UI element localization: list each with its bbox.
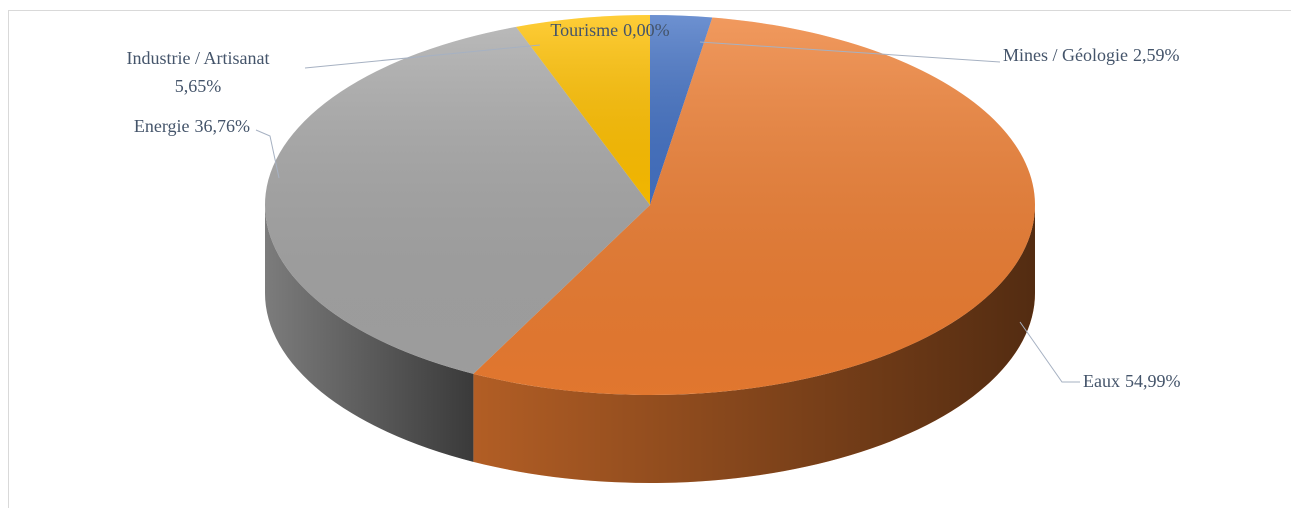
slice-shade: [650, 15, 713, 205]
slice-side-shade: [473, 205, 1035, 484]
leader-line: [1019, 321, 1080, 383]
slice-shade: [516, 15, 650, 205]
label-category: Industrie / Artisanat: [127, 48, 270, 68]
data-label: Energie 36,76%: [134, 116, 250, 136]
label-category: Energie: [134, 116, 190, 136]
data-label: Mines / Géologie 2,59%: [1003, 45, 1179, 65]
label-value: 0,00%: [623, 20, 670, 40]
label-value: 54,99%: [1125, 371, 1181, 391]
data-label: Eaux 54,99%: [1083, 371, 1180, 391]
label-category: Tourisme: [550, 20, 618, 40]
label-category: Eaux: [1083, 371, 1120, 391]
leader-line: [255, 129, 280, 179]
slice-shade: [264, 26, 650, 374]
slice-shade: [473, 17, 1035, 395]
chart-border: [8, 10, 1291, 508]
data-label: Tourisme 0,00%: [550, 20, 669, 40]
leader-line: [699, 41, 1001, 63]
label-value: 5,65%: [175, 76, 222, 96]
label-value: 2,59%: [1133, 45, 1180, 65]
leader-line: [304, 44, 541, 69]
data-label: Industrie / Artisanat 5,65%: [127, 48, 270, 96]
label-category: Mines / Géologie: [1003, 45, 1128, 65]
slice-side-shade: [265, 205, 474, 462]
label-value: 36,76%: [195, 116, 251, 136]
